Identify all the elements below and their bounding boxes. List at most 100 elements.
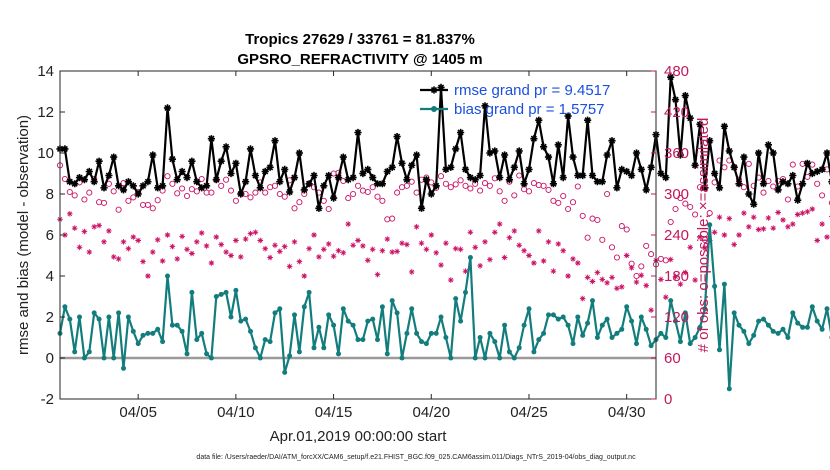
rmse-point: [642, 186, 650, 194]
assimilated-point: [408, 269, 415, 275]
rmse-point: [212, 176, 220, 184]
bias-point: [252, 345, 258, 351]
assimilated-point: [369, 246, 376, 253]
rmse-point: [198, 184, 206, 192]
rmse-point: [486, 149, 494, 157]
rmse-point: [295, 149, 303, 157]
bias-point: [428, 330, 434, 336]
rmse-point: [569, 153, 577, 161]
assimilated-point: [238, 254, 244, 260]
bias-point: [463, 289, 468, 295]
possible-point: [467, 185, 474, 192]
assimilated-point: [672, 273, 679, 280]
assimilated-point: [120, 239, 127, 245]
assimilated-point: [194, 239, 200, 245]
possible-point: [784, 196, 791, 203]
bias-point: [218, 291, 224, 297]
bias-point: [384, 351, 390, 357]
rmse-point: [618, 165, 626, 173]
x-tick-label: 04/05: [119, 404, 157, 421]
possible-point: [633, 272, 640, 280]
assimilated-obs-markers: [57, 206, 830, 313]
possible-point: [701, 236, 708, 243]
assimilated-point: [487, 256, 493, 263]
assimilated-point: [316, 254, 322, 260]
assimilated-point: [604, 280, 610, 286]
rmse-point: [794, 196, 802, 204]
possible-point: [613, 254, 620, 261]
assimilated-point: [682, 269, 689, 276]
possible-point: [447, 184, 454, 191]
assimilated-point: [379, 247, 386, 254]
assimilated-point: [76, 244, 83, 251]
rmse-point: [168, 155, 176, 163]
possible-point: [374, 193, 381, 200]
possible-point: [218, 182, 225, 189]
bias-point: [135, 341, 141, 347]
bias-point: [81, 355, 87, 361]
rmse-point: [364, 165, 372, 173]
y2-tick-label: 120: [664, 309, 689, 326]
rmse-point: [818, 165, 826, 173]
rmse-point: [232, 159, 240, 167]
bias-point: [306, 289, 312, 295]
rmse-point: [100, 184, 108, 192]
rmse-point: [75, 174, 84, 182]
rmse-series: [56, 73, 830, 212]
y-axis-left: -2 0 2 4 6 8 10 12 14: [37, 63, 65, 408]
bias-point: [331, 322, 337, 328]
rmse-point: [413, 151, 421, 159]
possible-point: [789, 161, 796, 168]
rmse-point: [266, 163, 274, 171]
assimilated-point: [267, 254, 273, 261]
possible-point: [262, 189, 269, 196]
assimilated-point: [291, 239, 298, 245]
bias-point: [91, 310, 97, 316]
bias-point: [248, 328, 253, 334]
assimilated-point: [814, 237, 820, 244]
bias-point: [467, 255, 473, 260]
possible-point: [555, 199, 562, 206]
bias-point: [326, 312, 332, 318]
y-tick-label: 8: [46, 186, 54, 203]
bias-point: [121, 365, 126, 371]
assimilated-point: [716, 214, 723, 220]
bias-point: [228, 314, 234, 320]
assimilated-point: [482, 239, 488, 245]
possible-point: [599, 236, 606, 243]
assimilated-point: [106, 228, 112, 234]
possible-point: [545, 186, 552, 193]
rmse-point: [305, 180, 313, 188]
rmse-point: [457, 128, 465, 137]
rmse-point: [501, 151, 509, 159]
bias-point: [643, 326, 649, 332]
bias-point: [726, 386, 732, 392]
bias-point: [795, 320, 801, 326]
rmse-point: [124, 178, 132, 186]
assimilated-point: [589, 278, 596, 285]
bias-point: [116, 310, 122, 316]
legend: rmse grand pr = 9.4517 bias grand pr = 1.…: [420, 82, 610, 118]
possible-point: [350, 190, 357, 198]
rmse-point: [613, 184, 621, 192]
bias-point: [663, 335, 669, 340]
bias-point: [189, 289, 195, 295]
rmse-point: [183, 174, 191, 182]
assimilated-point: [110, 254, 117, 260]
plot-area: [60, 71, 656, 399]
rmse-point: [452, 145, 460, 153]
bias-point: [785, 335, 791, 340]
bias-point: [287, 353, 293, 359]
bias-point: [179, 328, 185, 334]
assimilated-point: [418, 240, 425, 246]
possible-point: [179, 185, 186, 192]
assimilated-point: [360, 243, 366, 249]
bias-point: [604, 316, 610, 322]
bias-point: [502, 322, 508, 328]
rmse-point: [476, 171, 484, 180]
rmse-point: [134, 190, 142, 198]
rmse-point: [139, 182, 147, 190]
bias-point: [736, 322, 742, 328]
possible-point: [662, 257, 669, 264]
rmse-point: [149, 151, 157, 159]
